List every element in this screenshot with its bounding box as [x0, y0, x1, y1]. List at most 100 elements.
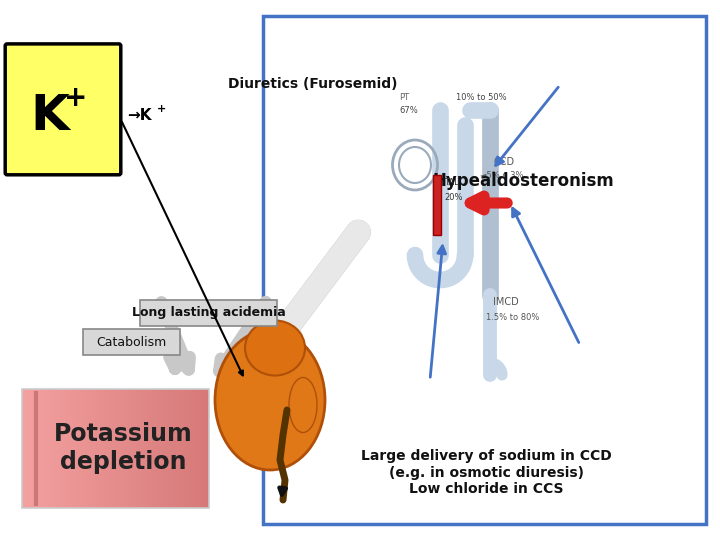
Bar: [73, 389, 75, 508]
Bar: [27, 389, 29, 508]
Bar: [176, 389, 178, 508]
Text: CCD: CCD: [493, 157, 514, 167]
Bar: [34, 389, 35, 508]
Bar: [88, 389, 89, 508]
Bar: [130, 389, 132, 508]
Text: +: +: [157, 104, 166, 114]
Bar: [155, 389, 156, 508]
Bar: [52, 389, 53, 508]
Bar: [85, 389, 86, 508]
Bar: [143, 389, 145, 508]
Bar: [35, 389, 37, 508]
Bar: [152, 389, 153, 508]
Bar: [158, 389, 160, 508]
Bar: [174, 389, 176, 508]
Bar: [153, 389, 155, 508]
Bar: [89, 389, 91, 508]
Bar: [132, 389, 134, 508]
Bar: [78, 389, 80, 508]
Bar: [58, 389, 60, 508]
Bar: [53, 389, 55, 508]
Text: K: K: [30, 92, 69, 140]
Bar: [196, 389, 197, 508]
Bar: [94, 389, 96, 508]
Bar: [48, 389, 50, 508]
Bar: [194, 389, 196, 508]
Bar: [117, 389, 119, 508]
Bar: [62, 389, 63, 508]
Ellipse shape: [289, 377, 317, 433]
Bar: [202, 389, 204, 508]
Bar: [81, 389, 83, 508]
Bar: [39, 389, 40, 508]
Bar: [186, 389, 188, 508]
Bar: [189, 389, 191, 508]
Bar: [42, 389, 44, 508]
Bar: [124, 389, 125, 508]
Bar: [84, 389, 85, 508]
Bar: [104, 389, 106, 508]
Bar: [119, 389, 120, 508]
Bar: [148, 389, 150, 508]
Bar: [71, 389, 73, 508]
Bar: [263, 16, 706, 524]
Bar: [91, 389, 93, 508]
Text: Diuretics (Furosemid): Diuretics (Furosemid): [228, 77, 398, 91]
Bar: [29, 389, 30, 508]
Bar: [199, 389, 201, 508]
Text: Large delivery of sodium in CCD
(e.g. in osmotic diuresis)
Low chloride in CCS: Large delivery of sodium in CCD (e.g. in…: [361, 449, 611, 496]
Bar: [75, 389, 76, 508]
Bar: [178, 389, 179, 508]
Bar: [102, 389, 104, 508]
Bar: [83, 329, 180, 355]
Bar: [197, 389, 199, 508]
Bar: [129, 389, 130, 508]
Text: →K: →K: [127, 108, 151, 123]
Bar: [166, 389, 168, 508]
Bar: [63, 389, 65, 508]
Bar: [24, 389, 26, 508]
Bar: [160, 389, 161, 508]
Bar: [206, 389, 207, 508]
Text: 1.5% to 80%: 1.5% to 80%: [486, 313, 539, 322]
Bar: [98, 389, 99, 508]
Bar: [22, 389, 24, 508]
Bar: [145, 389, 147, 508]
Bar: [55, 389, 57, 508]
Bar: [134, 389, 135, 508]
Ellipse shape: [245, 321, 305, 375]
Bar: [184, 389, 186, 508]
Bar: [135, 389, 137, 508]
Bar: [173, 389, 174, 508]
Bar: [86, 389, 88, 508]
Bar: [150, 389, 152, 508]
Bar: [163, 389, 165, 508]
Bar: [66, 389, 68, 508]
Bar: [122, 389, 124, 508]
Bar: [191, 389, 192, 508]
FancyBboxPatch shape: [5, 44, 121, 175]
Bar: [147, 389, 148, 508]
Bar: [60, 389, 62, 508]
Bar: [22, 389, 209, 508]
Bar: [171, 389, 173, 508]
Bar: [50, 389, 52, 508]
Text: TAL: TAL: [444, 178, 459, 187]
Bar: [137, 389, 138, 508]
Bar: [106, 389, 107, 508]
Bar: [127, 389, 129, 508]
Bar: [101, 389, 102, 508]
Bar: [116, 389, 117, 508]
Bar: [40, 389, 42, 508]
Bar: [161, 389, 163, 508]
Bar: [109, 389, 111, 508]
Bar: [80, 389, 81, 508]
Bar: [65, 389, 66, 508]
Text: 20%: 20%: [444, 193, 462, 202]
Bar: [114, 389, 116, 508]
Bar: [47, 389, 48, 508]
Bar: [44, 389, 45, 508]
Bar: [83, 389, 84, 508]
Text: Potassium
depletion: Potassium depletion: [54, 422, 192, 474]
Bar: [188, 389, 189, 508]
